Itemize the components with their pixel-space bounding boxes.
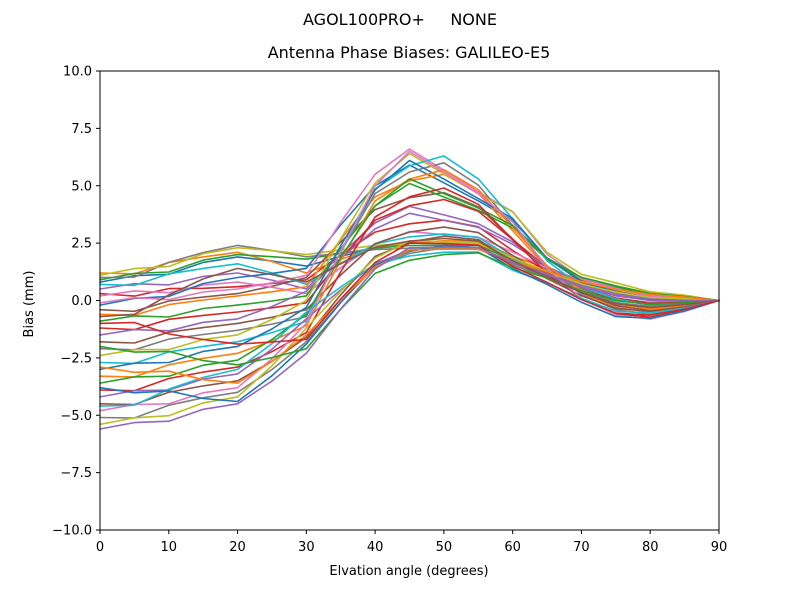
series-line-13 [99,182,720,323]
x-tick-label: 0 [96,540,104,555]
series-line-18 [99,162,720,351]
x-tick-label: 20 [229,540,246,555]
series-line-36 [99,237,720,318]
series-line-17 [99,148,720,304]
axes-title: Antenna Phase Biases: GALILEO-E5 [268,43,551,62]
x-tick-label: 80 [642,540,659,555]
x-tick-label: 30 [298,540,315,555]
x-tick-label: 60 [504,540,521,555]
x-tick-label: 40 [367,540,384,555]
series-line-04 [99,219,720,306]
series-line-20 [99,155,720,365]
x-axis-label: Elvation angle (degrees) [329,564,488,579]
series-line-14 [99,198,720,331]
y-tick-label: 2.5 [71,237,92,252]
y-tick-label: −2.5 [60,351,92,366]
series-line-30 [99,251,720,407]
series-line-34 [99,242,720,345]
series-line-35 [99,246,720,430]
series-line-32 [99,248,720,384]
series-line-26 [99,235,720,406]
series-line-22 [99,168,720,378]
y-tick-label: 5.0 [71,179,92,194]
y-tick-label: 0.0 [71,294,92,309]
series-line-33 [99,252,720,366]
y-tick-label: −10.0 [52,524,92,539]
series-line-28 [99,246,720,419]
x-tick-label: 10 [161,540,178,555]
y-tick-label: 7.5 [71,122,92,137]
series-line-23 [99,178,720,384]
x-tick-label: 50 [436,540,453,555]
series-line-31 [99,244,720,403]
series-line-27 [99,150,720,412]
x-tick-label: 70 [573,540,590,555]
y-tick-label: −7.5 [60,466,92,481]
y-axis-label: Bias (mm) [22,271,37,338]
figure-suptitle: AGOL100PRO+ NONE [303,10,497,29]
y-tick-label: 10.0 [63,65,92,80]
x-tick-label: 90 [711,540,728,555]
y-tick-label: −5.0 [60,409,92,424]
axes-region: 0 10 20 30 40 50 60 70 80 90 10.0 7.5 5.0 2.5 0.0 −2.5 −… [52,65,727,556]
